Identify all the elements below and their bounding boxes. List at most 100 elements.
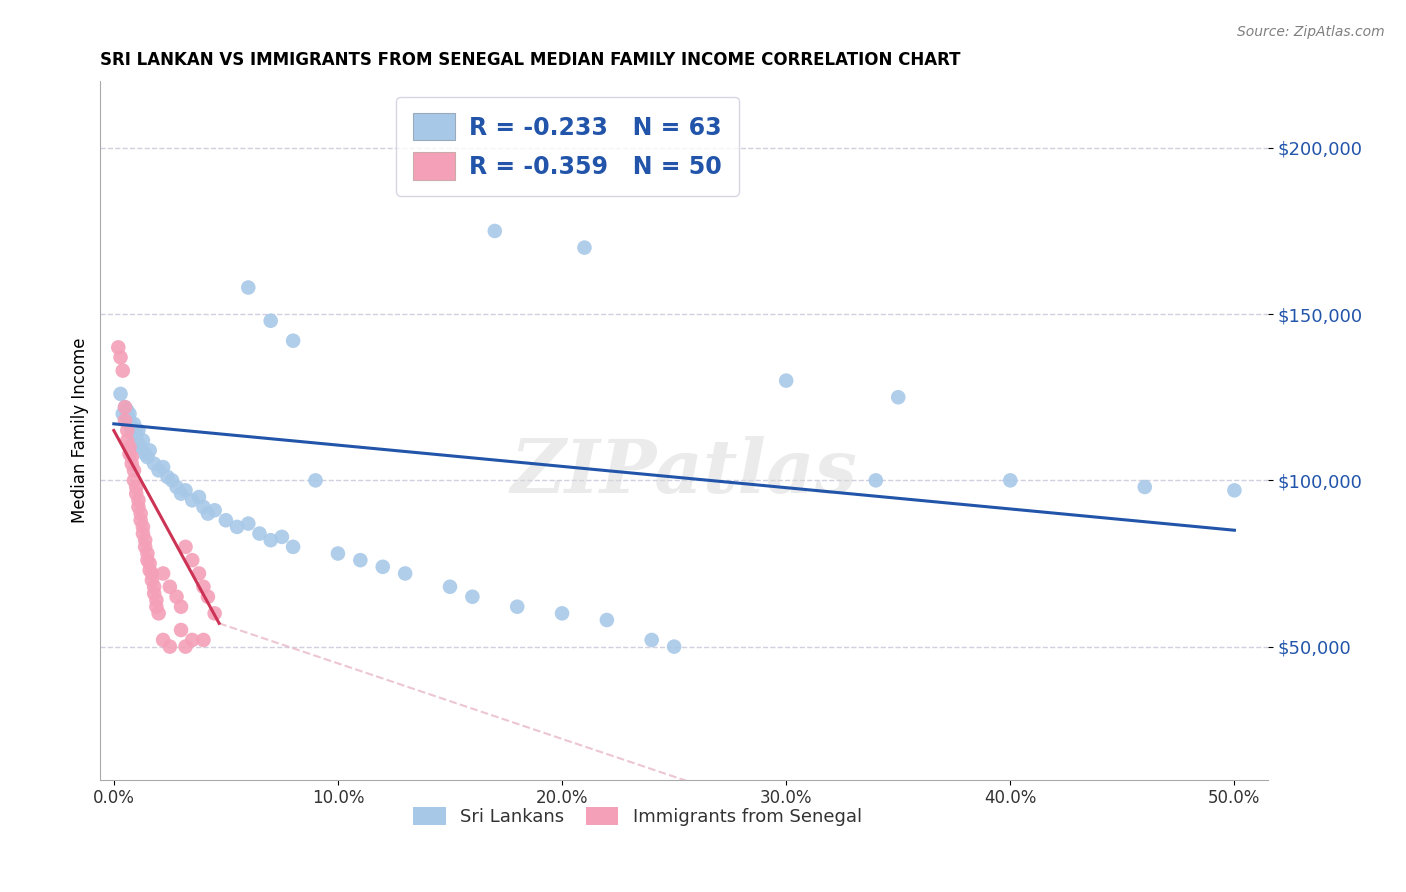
- Point: [304, 474, 326, 488]
- Point: [170, 599, 193, 614]
- Point: [111, 407, 134, 421]
- Point: [204, 607, 226, 621]
- Point: [775, 374, 797, 388]
- Point: [260, 533, 283, 548]
- Point: [238, 516, 260, 531]
- Point: [117, 424, 139, 438]
- Point: [349, 553, 371, 567]
- Point: [166, 590, 188, 604]
- Point: [326, 547, 349, 561]
- Point: [159, 580, 181, 594]
- Point: [117, 403, 139, 417]
- Point: [121, 420, 143, 434]
- Text: Source: ZipAtlas.com: Source: ZipAtlas.com: [1237, 25, 1385, 39]
- Point: [197, 507, 219, 521]
- Point: [148, 607, 170, 621]
- Point: [281, 540, 304, 554]
- Point: [127, 424, 149, 438]
- Point: [551, 607, 574, 621]
- Point: [127, 500, 149, 514]
- Point: [506, 599, 529, 614]
- Point: [127, 437, 149, 451]
- Point: [152, 566, 174, 581]
- Point: [394, 566, 416, 581]
- Point: [156, 470, 179, 484]
- Point: [166, 480, 188, 494]
- Point: [110, 387, 132, 401]
- Point: [134, 540, 156, 554]
- Point: [281, 334, 304, 348]
- Point: [596, 613, 619, 627]
- Point: [145, 593, 167, 607]
- Point: [188, 566, 211, 581]
- Legend: Sri Lankans, Immigrants from Senegal: Sri Lankans, Immigrants from Senegal: [406, 799, 869, 833]
- Point: [118, 447, 141, 461]
- Point: [110, 351, 132, 365]
- Point: [439, 580, 461, 594]
- Point: [145, 599, 167, 614]
- Point: [121, 424, 143, 438]
- Point: [148, 463, 170, 477]
- Point: [160, 474, 183, 488]
- Point: [226, 520, 249, 534]
- Point: [111, 364, 134, 378]
- Point: [574, 241, 596, 255]
- Point: [865, 474, 887, 488]
- Point: [125, 426, 148, 441]
- Point: [193, 580, 215, 594]
- Point: [143, 457, 166, 471]
- Point: [129, 440, 152, 454]
- Point: [136, 547, 159, 561]
- Point: [132, 434, 155, 448]
- Point: [138, 557, 160, 571]
- Point: [181, 632, 204, 647]
- Point: [1223, 483, 1246, 498]
- Point: [181, 493, 204, 508]
- Point: [122, 474, 145, 488]
- Point: [117, 434, 139, 448]
- Point: [118, 407, 141, 421]
- Point: [197, 590, 219, 604]
- Point: [249, 526, 271, 541]
- Point: [136, 450, 159, 464]
- Point: [125, 434, 148, 448]
- Point: [141, 573, 163, 587]
- Point: [238, 280, 260, 294]
- Point: [371, 559, 394, 574]
- Point: [117, 410, 139, 425]
- Point: [193, 632, 215, 647]
- Point: [125, 480, 148, 494]
- Point: [122, 463, 145, 477]
- Point: [143, 580, 166, 594]
- Point: [114, 401, 136, 415]
- Point: [662, 640, 685, 654]
- Point: [122, 430, 145, 444]
- Point: [484, 224, 506, 238]
- Point: [129, 507, 152, 521]
- Y-axis label: Median Family Income: Median Family Income: [72, 338, 89, 524]
- Point: [134, 447, 156, 461]
- Point: [143, 586, 166, 600]
- Point: [887, 390, 910, 404]
- Point: [138, 563, 160, 577]
- Point: [188, 490, 211, 504]
- Point: [138, 443, 160, 458]
- Point: [260, 314, 283, 328]
- Point: [118, 440, 141, 454]
- Point: [193, 500, 215, 514]
- Point: [181, 553, 204, 567]
- Point: [132, 526, 155, 541]
- Point: [129, 513, 152, 527]
- Point: [215, 513, 238, 527]
- Point: [136, 553, 159, 567]
- Text: SRI LANKAN VS IMMIGRANTS FROM SENEGAL MEDIAN FAMILY INCOME CORRELATION CHART: SRI LANKAN VS IMMIGRANTS FROM SENEGAL ME…: [100, 51, 960, 69]
- Point: [114, 413, 136, 427]
- Point: [174, 483, 197, 498]
- Point: [1000, 474, 1022, 488]
- Point: [270, 530, 292, 544]
- Point: [641, 632, 664, 647]
- Point: [107, 340, 129, 354]
- Point: [141, 566, 163, 581]
- Point: [121, 457, 143, 471]
- Point: [1133, 480, 1156, 494]
